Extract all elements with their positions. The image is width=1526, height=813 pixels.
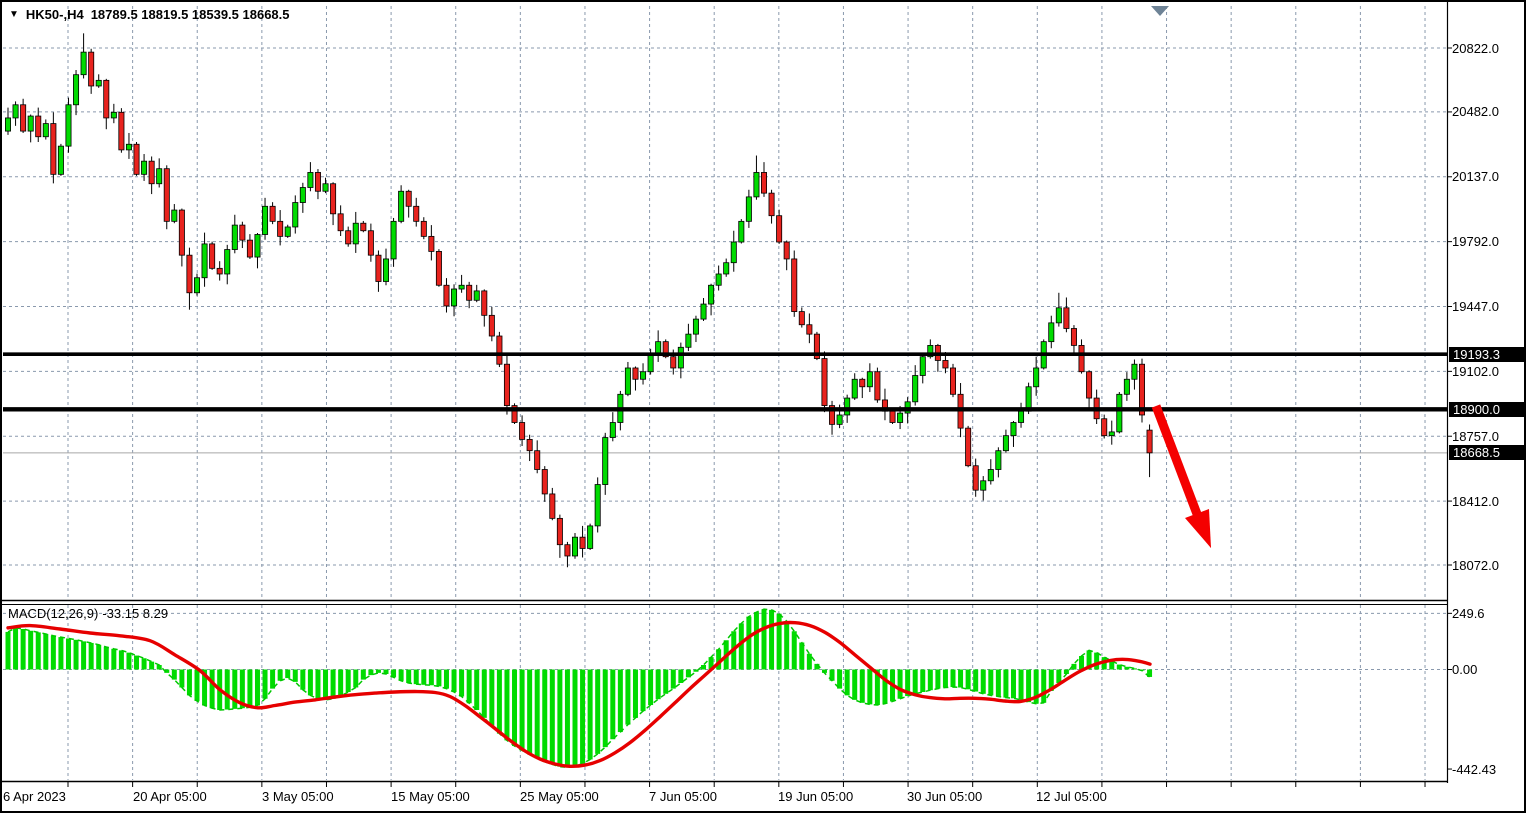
- price-tick-label: 19102.0: [1452, 363, 1499, 379]
- time-tick-label: 15 May 05:00: [391, 789, 470, 804]
- macd-indicator-name: MACD(12,26,9): [8, 606, 99, 621]
- time-tick-label: 7 Jun 05:00: [649, 789, 717, 804]
- axis-tick-marks: [67, 47, 1452, 787]
- macd-indicator-label: MACD(12,26,9) -33.15 8.29: [8, 606, 172, 621]
- trend-arrow: [1151, 404, 1211, 548]
- price-tick-label: 18757.0: [1452, 428, 1499, 444]
- price-tick-label: 18412.0: [1452, 493, 1499, 509]
- price-tick-label: 19792.0: [1452, 234, 1499, 250]
- title-ohlc-values: 18789.5 18819.5 18539.5 18668.5: [90, 7, 290, 22]
- macd-histogram: [5, 609, 1153, 768]
- time-tick-label: 19 Jun 05:00: [778, 789, 854, 804]
- price-line-label: 18668.5: [1449, 445, 1526, 461]
- time-tick-label: 30 Jun 05:00: [907, 789, 983, 804]
- time-tick-label: 12 Jul 05:00: [1036, 789, 1107, 804]
- time-tick-label: 20 Apr 05:00: [133, 789, 207, 804]
- time-tick-label: 25 May 05:00: [520, 789, 599, 804]
- macd-indicator-values: -33.15 8.29: [102, 606, 169, 621]
- price-line-label: 18900.0: [1449, 401, 1526, 417]
- price-tick-label: 19447.0: [1452, 299, 1499, 314]
- price-tick-label: 18072.0: [1452, 557, 1499, 573]
- macd-tick-label: 0.00: [1452, 662, 1478, 677]
- support-resistance-lines: [3, 352, 1447, 412]
- price-tick-label: 20822.0: [1452, 40, 1499, 56]
- title-symbol-period: HK50-,H4: [25, 7, 84, 22]
- price-tick-label: 20482.0: [1452, 104, 1499, 120]
- chart-shift-marker-icon[interactable]: [1151, 6, 1169, 16]
- macd-tick-label: 249.6: [1452, 605, 1485, 621]
- grid-lines: [3, 6, 1447, 780]
- time-tick-label: 6 Apr 2023: [3, 789, 66, 804]
- candlestick-series: [5, 33, 1153, 568]
- macd-signal-line: [6, 620, 1152, 769]
- symbol-dropdown-icon[interactable]: ▼: [9, 8, 19, 20]
- macd-tick-label: -442.43: [1452, 761, 1497, 777]
- chart-title: ▼ HK50-,H4 18789.5 18819.5 18539.5 18668…: [9, 7, 290, 22]
- macd-main-line: [7, 608, 1151, 769]
- time-tick-label: 3 May 05:00: [262, 789, 334, 804]
- price-tick-label: 20137.0: [1452, 169, 1499, 185]
- price-line-label: 19193.3: [1449, 346, 1526, 362]
